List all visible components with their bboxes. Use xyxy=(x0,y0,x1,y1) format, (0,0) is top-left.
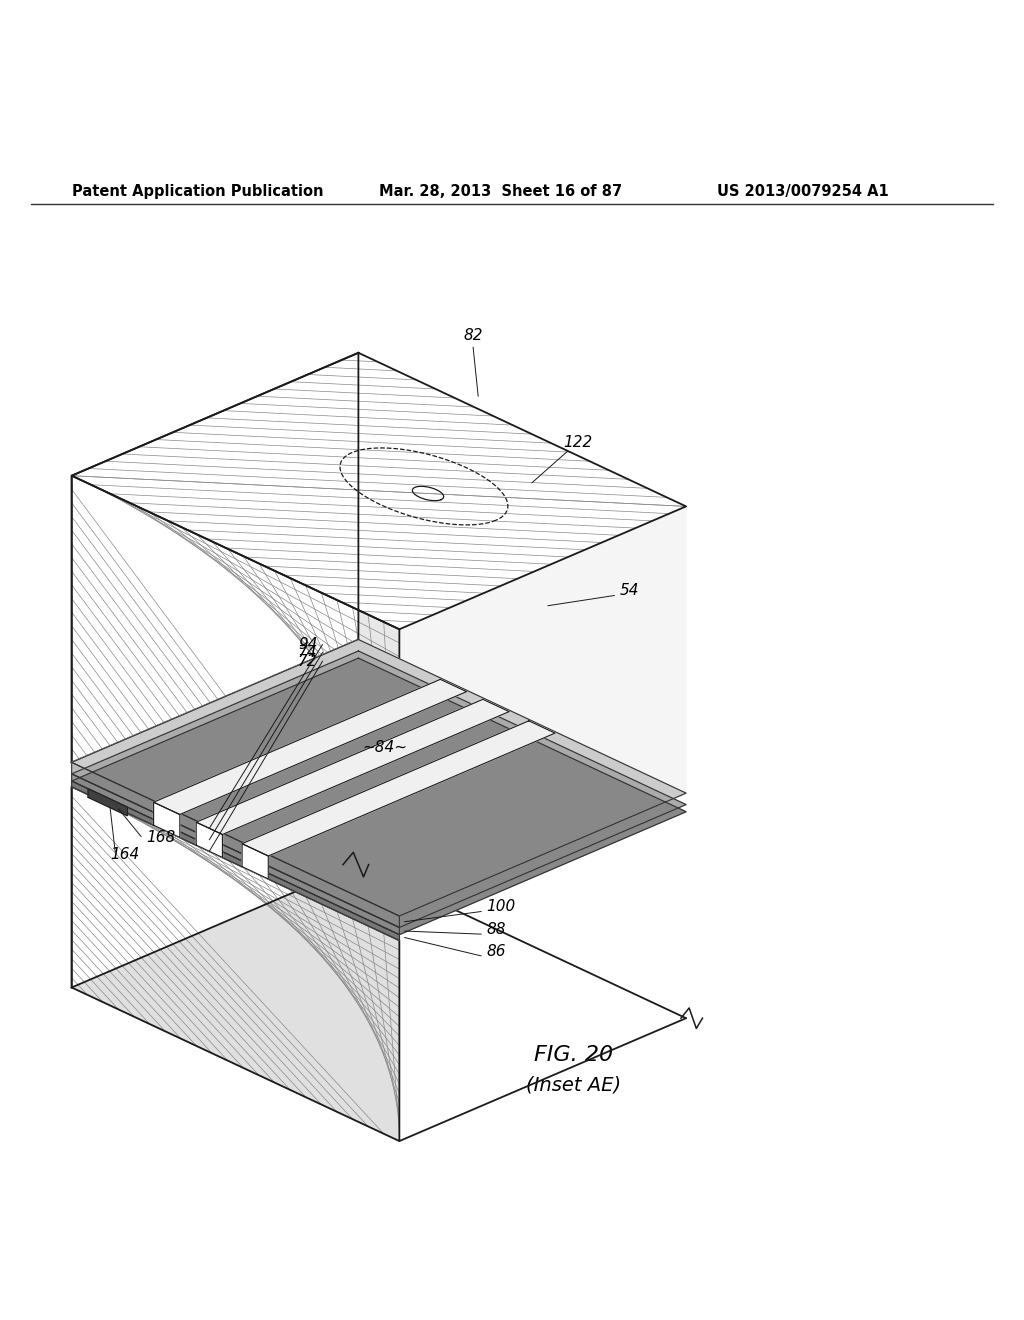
Polygon shape xyxy=(154,680,467,814)
Polygon shape xyxy=(72,659,686,935)
Text: 86: 86 xyxy=(486,944,506,958)
Text: 74: 74 xyxy=(298,645,317,660)
Polygon shape xyxy=(72,781,399,940)
Polygon shape xyxy=(197,822,222,858)
Polygon shape xyxy=(72,774,399,935)
Polygon shape xyxy=(72,475,399,916)
Text: 168: 168 xyxy=(146,830,175,845)
Text: Patent Application Publication: Patent Application Publication xyxy=(72,183,324,199)
Polygon shape xyxy=(242,843,268,879)
Text: FIG. 20: FIG. 20 xyxy=(534,1045,613,1065)
Polygon shape xyxy=(197,700,509,834)
Text: 88: 88 xyxy=(486,923,506,937)
Polygon shape xyxy=(72,664,358,987)
Polygon shape xyxy=(72,651,686,928)
Polygon shape xyxy=(72,763,399,928)
Polygon shape xyxy=(399,507,686,916)
Text: 82: 82 xyxy=(463,327,483,343)
Text: US 2013/0079254 A1: US 2013/0079254 A1 xyxy=(717,183,889,199)
Text: Mar. 28, 2013  Sheet 16 of 87: Mar. 28, 2013 Sheet 16 of 87 xyxy=(379,183,622,199)
Text: (Inset AE): (Inset AE) xyxy=(526,1074,621,1094)
Text: ~84~: ~84~ xyxy=(362,741,408,755)
Text: 72: 72 xyxy=(298,653,317,669)
Text: 94: 94 xyxy=(298,636,317,652)
Polygon shape xyxy=(72,787,399,1140)
Polygon shape xyxy=(72,352,358,763)
Polygon shape xyxy=(154,803,180,837)
Polygon shape xyxy=(242,721,555,855)
Text: 164: 164 xyxy=(111,847,139,862)
Text: 122: 122 xyxy=(563,436,593,450)
Text: 100: 100 xyxy=(486,899,516,915)
Polygon shape xyxy=(72,639,686,916)
Text: 54: 54 xyxy=(620,583,639,598)
Polygon shape xyxy=(72,352,686,630)
Polygon shape xyxy=(88,789,127,816)
